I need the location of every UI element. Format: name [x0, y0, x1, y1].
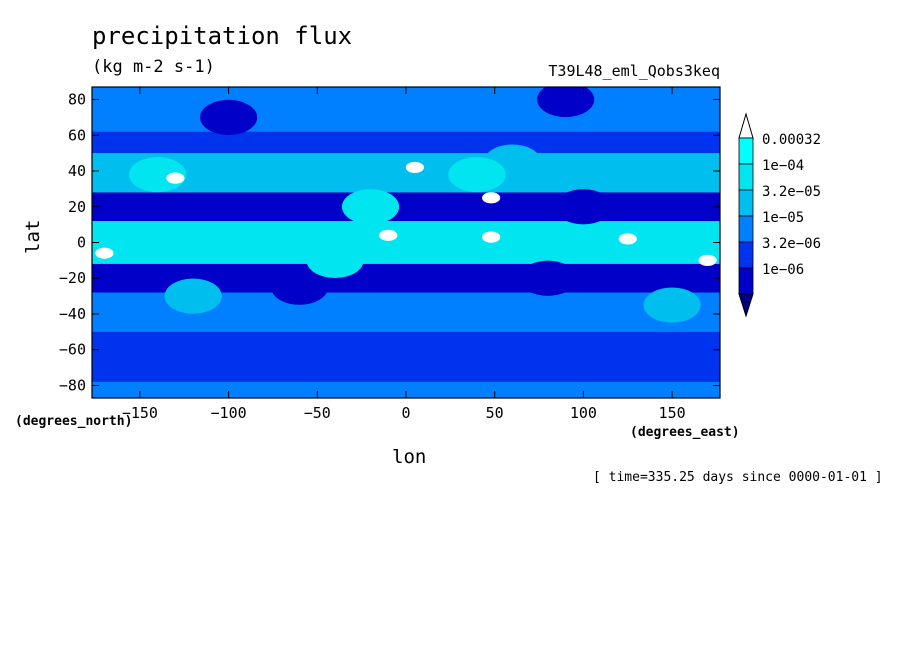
colorbar-swatch — [738, 267, 754, 295]
field-feature-0 — [270, 269, 329, 305]
x-tick-label: −100 — [211, 404, 247, 422]
field-feature-13 — [95, 247, 114, 259]
colorbar-under-arrow — [738, 293, 754, 318]
x-tick-label: 100 — [570, 404, 597, 422]
x-axis-label: lon — [392, 446, 427, 468]
colorbar-swatch — [738, 137, 754, 165]
lat-band-7 — [92, 331, 720, 382]
x-axis-units: (degrees_east) — [630, 425, 740, 440]
field-feature-15 — [379, 229, 398, 241]
colorbar-label: 1e−06 — [762, 262, 804, 278]
field-feature-11 — [306, 242, 364, 278]
y-axis-units: (degrees_north) — [15, 414, 133, 429]
field-feature-16 — [482, 192, 501, 204]
field-feature-9 — [448, 156, 506, 193]
y-tick-label: −40 — [59, 305, 86, 323]
y-tick-label: −60 — [59, 341, 86, 359]
y-tick-label: 20 — [68, 198, 86, 216]
time-stamp: [ time=335.25 days since 0000-01-01 ] — [593, 470, 883, 485]
colorbar-label: 3.2e−05 — [762, 184, 821, 200]
lat-band-8 — [92, 381, 720, 398]
colorbar-swatch — [738, 189, 754, 217]
field-feature-2 — [554, 189, 613, 225]
y-tick-label: 0 — [77, 234, 86, 252]
y-tick-label: 60 — [68, 126, 86, 144]
colorbar-label: 1e−05 — [762, 210, 804, 226]
lat-band-3 — [92, 192, 720, 222]
field-feature-1 — [519, 260, 577, 296]
field-feature-7 — [643, 287, 701, 323]
field-feature-18 — [618, 233, 637, 245]
colorbar-label: 0.00032 — [762, 132, 821, 148]
chart-title: precipitation flux — [92, 22, 353, 50]
chart-units: (kg m-2 s-1) — [92, 57, 215, 77]
field-feature-4 — [537, 87, 595, 118]
x-tick-label: 0 — [401, 404, 410, 422]
field-feature-14 — [405, 161, 424, 174]
lat-band-1 — [92, 131, 720, 154]
y-tick-label: 40 — [68, 162, 86, 180]
x-tick-label: 150 — [659, 404, 686, 422]
colorbar-swatch — [738, 163, 754, 191]
colorbar-label: 1e−04 — [762, 158, 804, 174]
colorbar-over-arrow — [738, 112, 754, 139]
field-feature-8 — [341, 189, 400, 225]
colorbar-swatch — [738, 241, 754, 269]
x-tick-label: 50 — [486, 404, 504, 422]
colorbar-swatch — [738, 215, 754, 243]
lat-band-2 — [92, 153, 720, 193]
lat-band-0 — [92, 87, 720, 132]
field-feature-3 — [199, 99, 258, 135]
field-feature-19 — [698, 254, 717, 266]
lat-band-4 — [92, 221, 720, 264]
y-tick-label: −20 — [59, 269, 86, 287]
field-feature-12 — [166, 172, 185, 184]
y-axis-label: lat — [22, 219, 44, 254]
heatmap-field — [92, 87, 720, 398]
field-feature-10 — [129, 156, 187, 193]
x-tick-label: −150 — [122, 404, 158, 422]
field-feature-17 — [482, 231, 501, 243]
y-tick-label: −80 — [59, 376, 86, 394]
field-feature-5 — [164, 278, 222, 314]
colorbar-label: 3.2e−06 — [762, 236, 821, 252]
y-tick-label: 80 — [68, 91, 86, 109]
experiment-label: T39L48_eml_Qobs3keq — [548, 62, 720, 80]
x-tick-label: −50 — [304, 404, 331, 422]
